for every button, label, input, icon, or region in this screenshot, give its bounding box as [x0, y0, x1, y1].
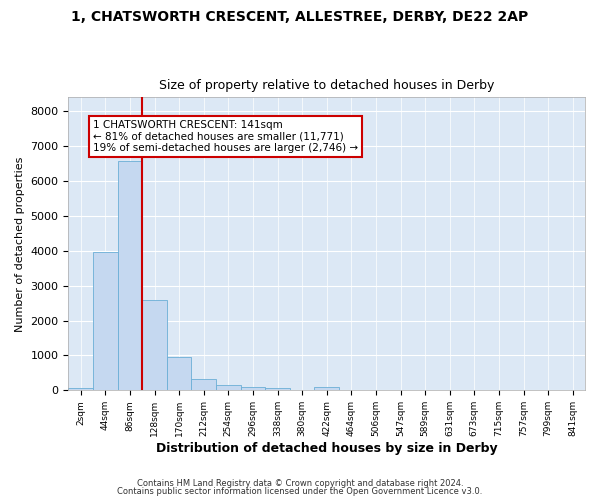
Bar — [241, 387, 265, 390]
Text: Contains HM Land Registry data © Crown copyright and database right 2024.: Contains HM Land Registry data © Crown c… — [137, 478, 463, 488]
Bar — [68, 388, 93, 390]
X-axis label: Distribution of detached houses by size in Derby: Distribution of detached houses by size … — [156, 442, 497, 455]
Text: 1, CHATSWORTH CRESCENT, ALLESTREE, DERBY, DE22 2AP: 1, CHATSWORTH CRESCENT, ALLESTREE, DERBY… — [71, 10, 529, 24]
Bar — [265, 388, 290, 390]
Bar — [118, 161, 142, 390]
Bar — [93, 252, 118, 390]
Text: Contains public sector information licensed under the Open Government Licence v3: Contains public sector information licen… — [118, 487, 482, 496]
Y-axis label: Number of detached properties: Number of detached properties — [15, 156, 25, 332]
Text: 1 CHATSWORTH CRESCENT: 141sqm
← 81% of detached houses are smaller (11,771)
19% : 1 CHATSWORTH CRESCENT: 141sqm ← 81% of d… — [93, 120, 358, 153]
Bar — [167, 357, 191, 390]
Bar — [191, 379, 216, 390]
Bar — [314, 387, 339, 390]
Bar — [142, 300, 167, 390]
Bar — [216, 386, 241, 390]
Title: Size of property relative to detached houses in Derby: Size of property relative to detached ho… — [159, 79, 494, 92]
